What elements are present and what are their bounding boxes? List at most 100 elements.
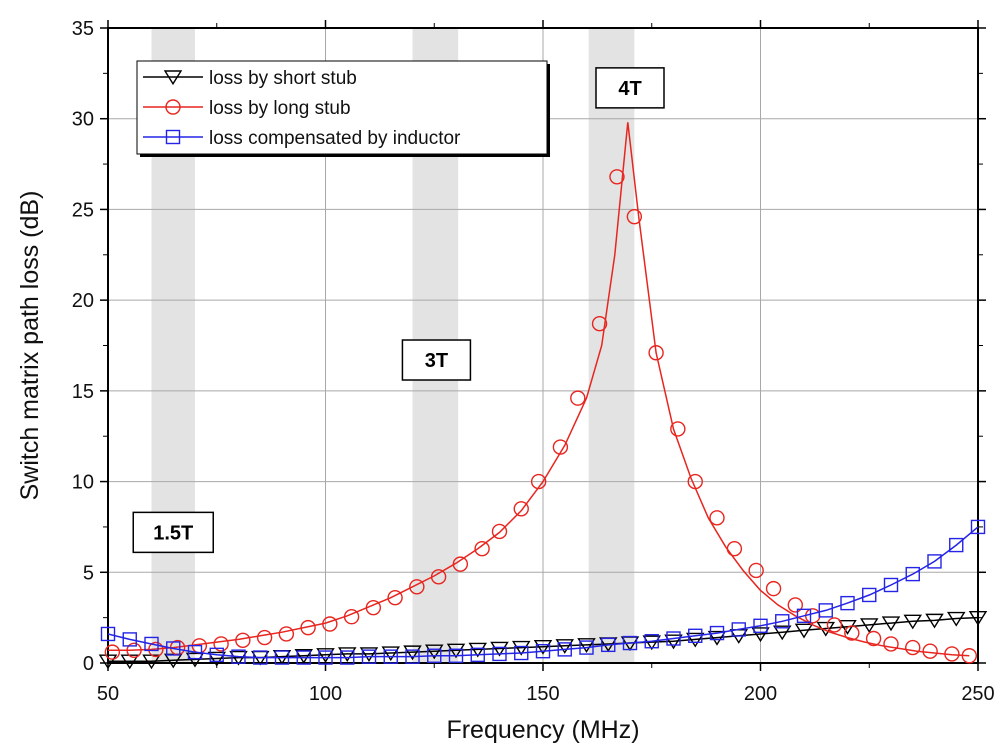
region-label-2: 3T xyxy=(425,350,448,372)
data-point-2-28 xyxy=(670,421,686,437)
data-point-3-27 xyxy=(666,631,681,646)
data-point-2-14 xyxy=(387,589,403,606)
data-point-3-34 xyxy=(818,603,833,618)
data-point-1-21 xyxy=(533,639,553,655)
data-point-3-37 xyxy=(883,577,899,593)
data-point-2-39 xyxy=(883,636,899,652)
data-point-1-20 xyxy=(511,640,531,656)
data-point-1-6 xyxy=(207,651,227,667)
data-point-2-11 xyxy=(322,616,338,632)
data-point-2-41 xyxy=(922,643,938,659)
x-tick-label: 100 xyxy=(309,683,342,705)
data-point-3-21 xyxy=(535,644,551,659)
data-point-3-14 xyxy=(383,649,398,664)
x-tick-label: 250 xyxy=(961,683,994,705)
data-point-3-31 xyxy=(753,618,768,634)
data-point-2-26 xyxy=(626,208,643,225)
data-point-2-37 xyxy=(844,625,860,641)
data-point-3-24 xyxy=(601,637,616,653)
data-point-2-19 xyxy=(491,523,508,540)
data-point-1-35 xyxy=(838,620,857,635)
data-point-2-24 xyxy=(591,316,608,332)
y-tick-label: 35 xyxy=(72,18,94,40)
data-point-2-29 xyxy=(687,473,703,490)
data-point-1-5 xyxy=(185,652,205,668)
data-point-1-13 xyxy=(359,647,379,663)
data-point-3-11 xyxy=(318,650,333,665)
data-point-1-37 xyxy=(881,616,901,632)
data-point-3-19 xyxy=(492,646,507,662)
data-point-2-12 xyxy=(343,609,360,625)
x-tick-label: 50 xyxy=(97,683,119,705)
y-tick-label: 5 xyxy=(83,562,94,584)
data-point-1-26 xyxy=(642,635,662,651)
data-point-3-33 xyxy=(796,608,812,624)
legend-marker-1 xyxy=(163,70,183,86)
data-point-2-30 xyxy=(709,510,725,526)
data-point-2-22 xyxy=(552,439,569,455)
x-tick-label: 150 xyxy=(526,683,559,705)
data-point-3-7 xyxy=(231,649,246,664)
x-tick-label: 200 xyxy=(744,683,777,705)
legend-box xyxy=(136,60,548,155)
data-point-2-34 xyxy=(787,597,803,613)
data-point-3-30 xyxy=(731,622,746,637)
data-point-3-25 xyxy=(622,635,638,651)
legend-marker-2 xyxy=(165,99,181,115)
data-point-3-26 xyxy=(644,634,659,649)
data-point-2-33 xyxy=(765,580,782,597)
data-point-1-4 xyxy=(163,653,183,669)
data-point-2-10 xyxy=(300,619,316,636)
data-point-3-18 xyxy=(470,647,485,663)
data-point-2-25 xyxy=(609,169,625,185)
y-tick-label: 10 xyxy=(72,472,94,494)
data-point-1-1 xyxy=(98,654,118,670)
data-point-1-32 xyxy=(772,625,792,641)
data-point-2-31 xyxy=(726,541,743,557)
data-point-3-3 xyxy=(144,636,159,652)
data-point-2-18 xyxy=(474,541,490,557)
data-point-2-23 xyxy=(570,390,586,406)
data-point-2-20 xyxy=(513,501,529,517)
data-point-1-41 xyxy=(968,610,988,626)
data-point-1-36 xyxy=(859,618,879,634)
data-point-1-29 xyxy=(707,630,727,646)
legend-label-3: loss compensated by inductor xyxy=(209,128,461,149)
data-point-1-16 xyxy=(424,644,444,660)
data-point-3-13 xyxy=(361,649,377,664)
data-point-3-5 xyxy=(187,644,203,660)
data-point-2-17 xyxy=(452,556,469,572)
data-point-3-38 xyxy=(905,566,920,582)
y-tick-label: 15 xyxy=(72,381,94,403)
region-label-1: 1.5T xyxy=(153,522,193,544)
data-point-2-40 xyxy=(905,639,921,656)
data-point-3-23 xyxy=(579,640,594,655)
series-line-3 xyxy=(107,526,979,659)
data-point-3-6 xyxy=(209,647,224,663)
data-point-2-2 xyxy=(126,642,142,658)
data-point-3-20 xyxy=(514,645,529,661)
data-point-2-36 xyxy=(826,617,843,633)
data-point-3-35 xyxy=(840,595,855,611)
x-axis-title: Frequency (MHz) xyxy=(446,716,639,744)
data-point-2-43 xyxy=(961,648,977,664)
data-point-3-1 xyxy=(100,626,116,642)
data-point-2-42 xyxy=(944,646,960,662)
data-point-2-38 xyxy=(865,630,882,647)
y-tick-label: 30 xyxy=(72,109,94,131)
data-point-1-7 xyxy=(229,650,248,666)
data-point-3-8 xyxy=(253,650,268,665)
data-point-1-38 xyxy=(903,614,923,630)
y-axis-title: Switch matrix path loss (dB) xyxy=(16,191,44,501)
data-point-2-6 xyxy=(213,636,229,652)
legend-label-2: loss by long stub xyxy=(209,98,351,119)
data-point-1-11 xyxy=(316,648,335,663)
data-point-3-32 xyxy=(775,614,790,629)
data-point-3-10 xyxy=(296,650,311,665)
data-point-1-18 xyxy=(468,642,488,658)
data-point-2-1 xyxy=(104,644,121,660)
region-label-box-2 xyxy=(401,339,472,381)
data-point-3-16 xyxy=(427,648,442,663)
data-point-2-9 xyxy=(278,626,295,642)
region-label-box-1 xyxy=(132,511,214,554)
